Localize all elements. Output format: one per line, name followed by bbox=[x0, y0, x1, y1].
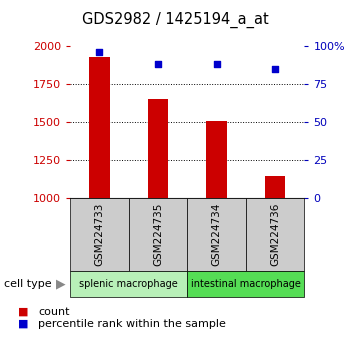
Text: intestinal macrophage: intestinal macrophage bbox=[191, 279, 301, 289]
Point bbox=[272, 66, 278, 72]
Point bbox=[97, 49, 102, 55]
Bar bbox=[206, 121, 227, 198]
Text: GDS2982 / 1425194_a_at: GDS2982 / 1425194_a_at bbox=[82, 11, 268, 28]
Text: cell type: cell type bbox=[4, 279, 51, 289]
Text: splenic macrophage: splenic macrophage bbox=[79, 279, 178, 289]
Text: GSM224734: GSM224734 bbox=[211, 203, 222, 266]
Text: GSM224735: GSM224735 bbox=[153, 203, 163, 266]
Bar bbox=[148, 99, 168, 198]
Text: GSM224733: GSM224733 bbox=[94, 203, 104, 266]
Text: percentile rank within the sample: percentile rank within the sample bbox=[38, 319, 226, 329]
Text: ■: ■ bbox=[18, 319, 28, 329]
Point bbox=[214, 62, 219, 67]
Bar bbox=[89, 57, 110, 198]
Text: GSM224736: GSM224736 bbox=[270, 203, 280, 266]
Text: count: count bbox=[38, 307, 70, 316]
Text: ▶: ▶ bbox=[56, 278, 66, 291]
Point bbox=[155, 62, 161, 67]
Text: ■: ■ bbox=[18, 307, 28, 316]
Bar bbox=[265, 176, 286, 198]
